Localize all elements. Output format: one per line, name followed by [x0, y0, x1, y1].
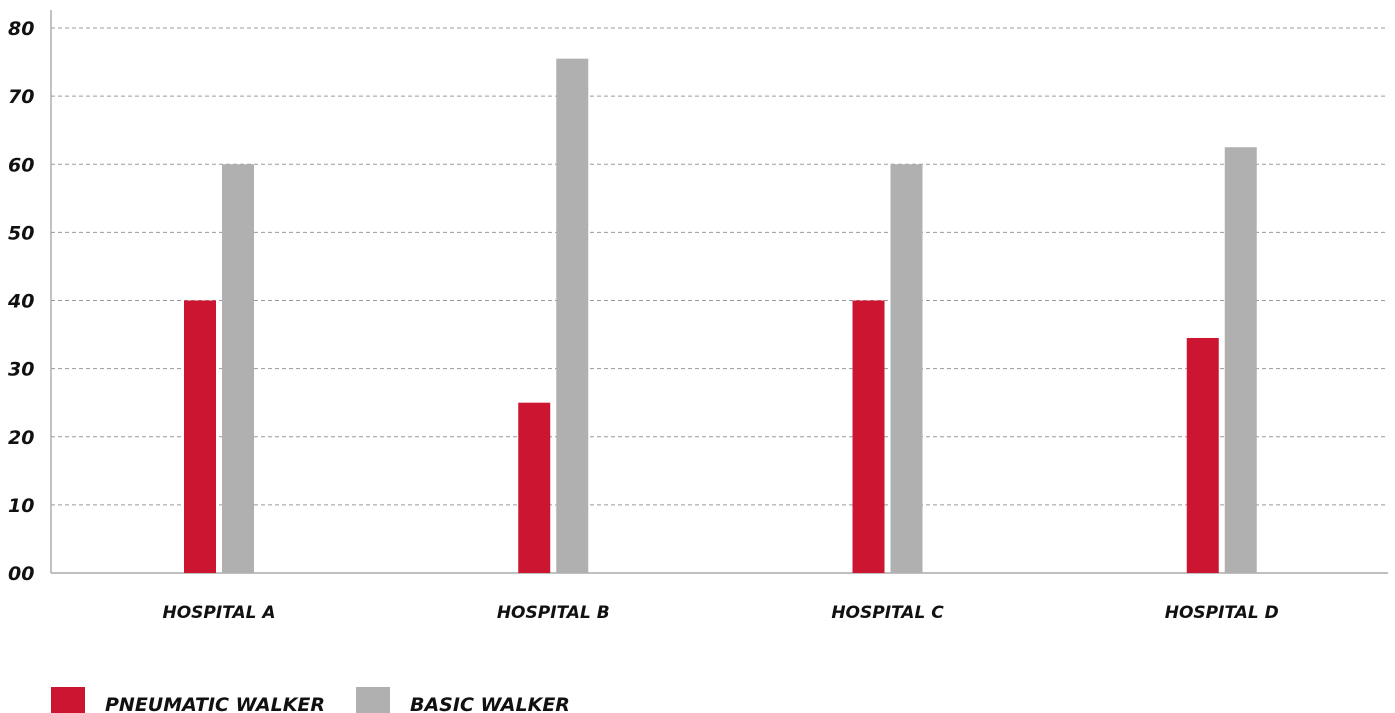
bar-basic-2: [890, 164, 923, 573]
y-tick-label: 60: [8, 154, 34, 176]
legend-label-basic: BASIC WALKER: [410, 694, 570, 713]
y-tick-label: 00: [8, 563, 34, 585]
grid-layer: [51, 27, 1388, 506]
bar-basic-0: [222, 164, 254, 573]
bar-basic-1: [556, 58, 589, 573]
y-tick-label: 30: [8, 359, 34, 381]
x-category-label: HOSPITAL B: [497, 603, 610, 623]
y-tick-label: 20: [8, 427, 34, 449]
y-tick-label: 40: [7, 291, 34, 313]
x-category-label: HOSPITAL A: [162, 603, 275, 623]
bars: [184, 58, 1257, 573]
bar-pneumatic-1: [518, 402, 551, 573]
y-tick-label: 10: [8, 495, 34, 517]
bar-pneumatic-3: [1186, 337, 1219, 573]
y-tick-label: 70: [8, 86, 34, 108]
legend: PNEUMATIC WALKER BASIC WALKER: [51, 687, 570, 713]
legend-swatch-basic: [356, 687, 390, 713]
x-category-label: HOSPITAL C: [831, 603, 944, 623]
x-category-label: HOSPITAL D: [1165, 603, 1279, 623]
y-tick-labels: 00 10 20 30 40 50 60 70 80: [7, 18, 34, 585]
legend-swatch-pneumatic: [51, 687, 85, 713]
bar-pneumatic-0: [184, 300, 216, 573]
legend-label-pneumatic: PNEUMATIC WALKER: [105, 694, 325, 713]
y-tick-label: 50: [8, 222, 34, 244]
bar-pneumatic-2: [852, 300, 885, 573]
y-tick-label: 80: [8, 18, 34, 40]
category-labels: HOSPITAL A HOSPITAL B HOSPITAL C HOSPITAL D: [162, 603, 1278, 623]
bar-basic-3: [1224, 147, 1257, 573]
axis-layer: [50, 10, 1388, 574]
